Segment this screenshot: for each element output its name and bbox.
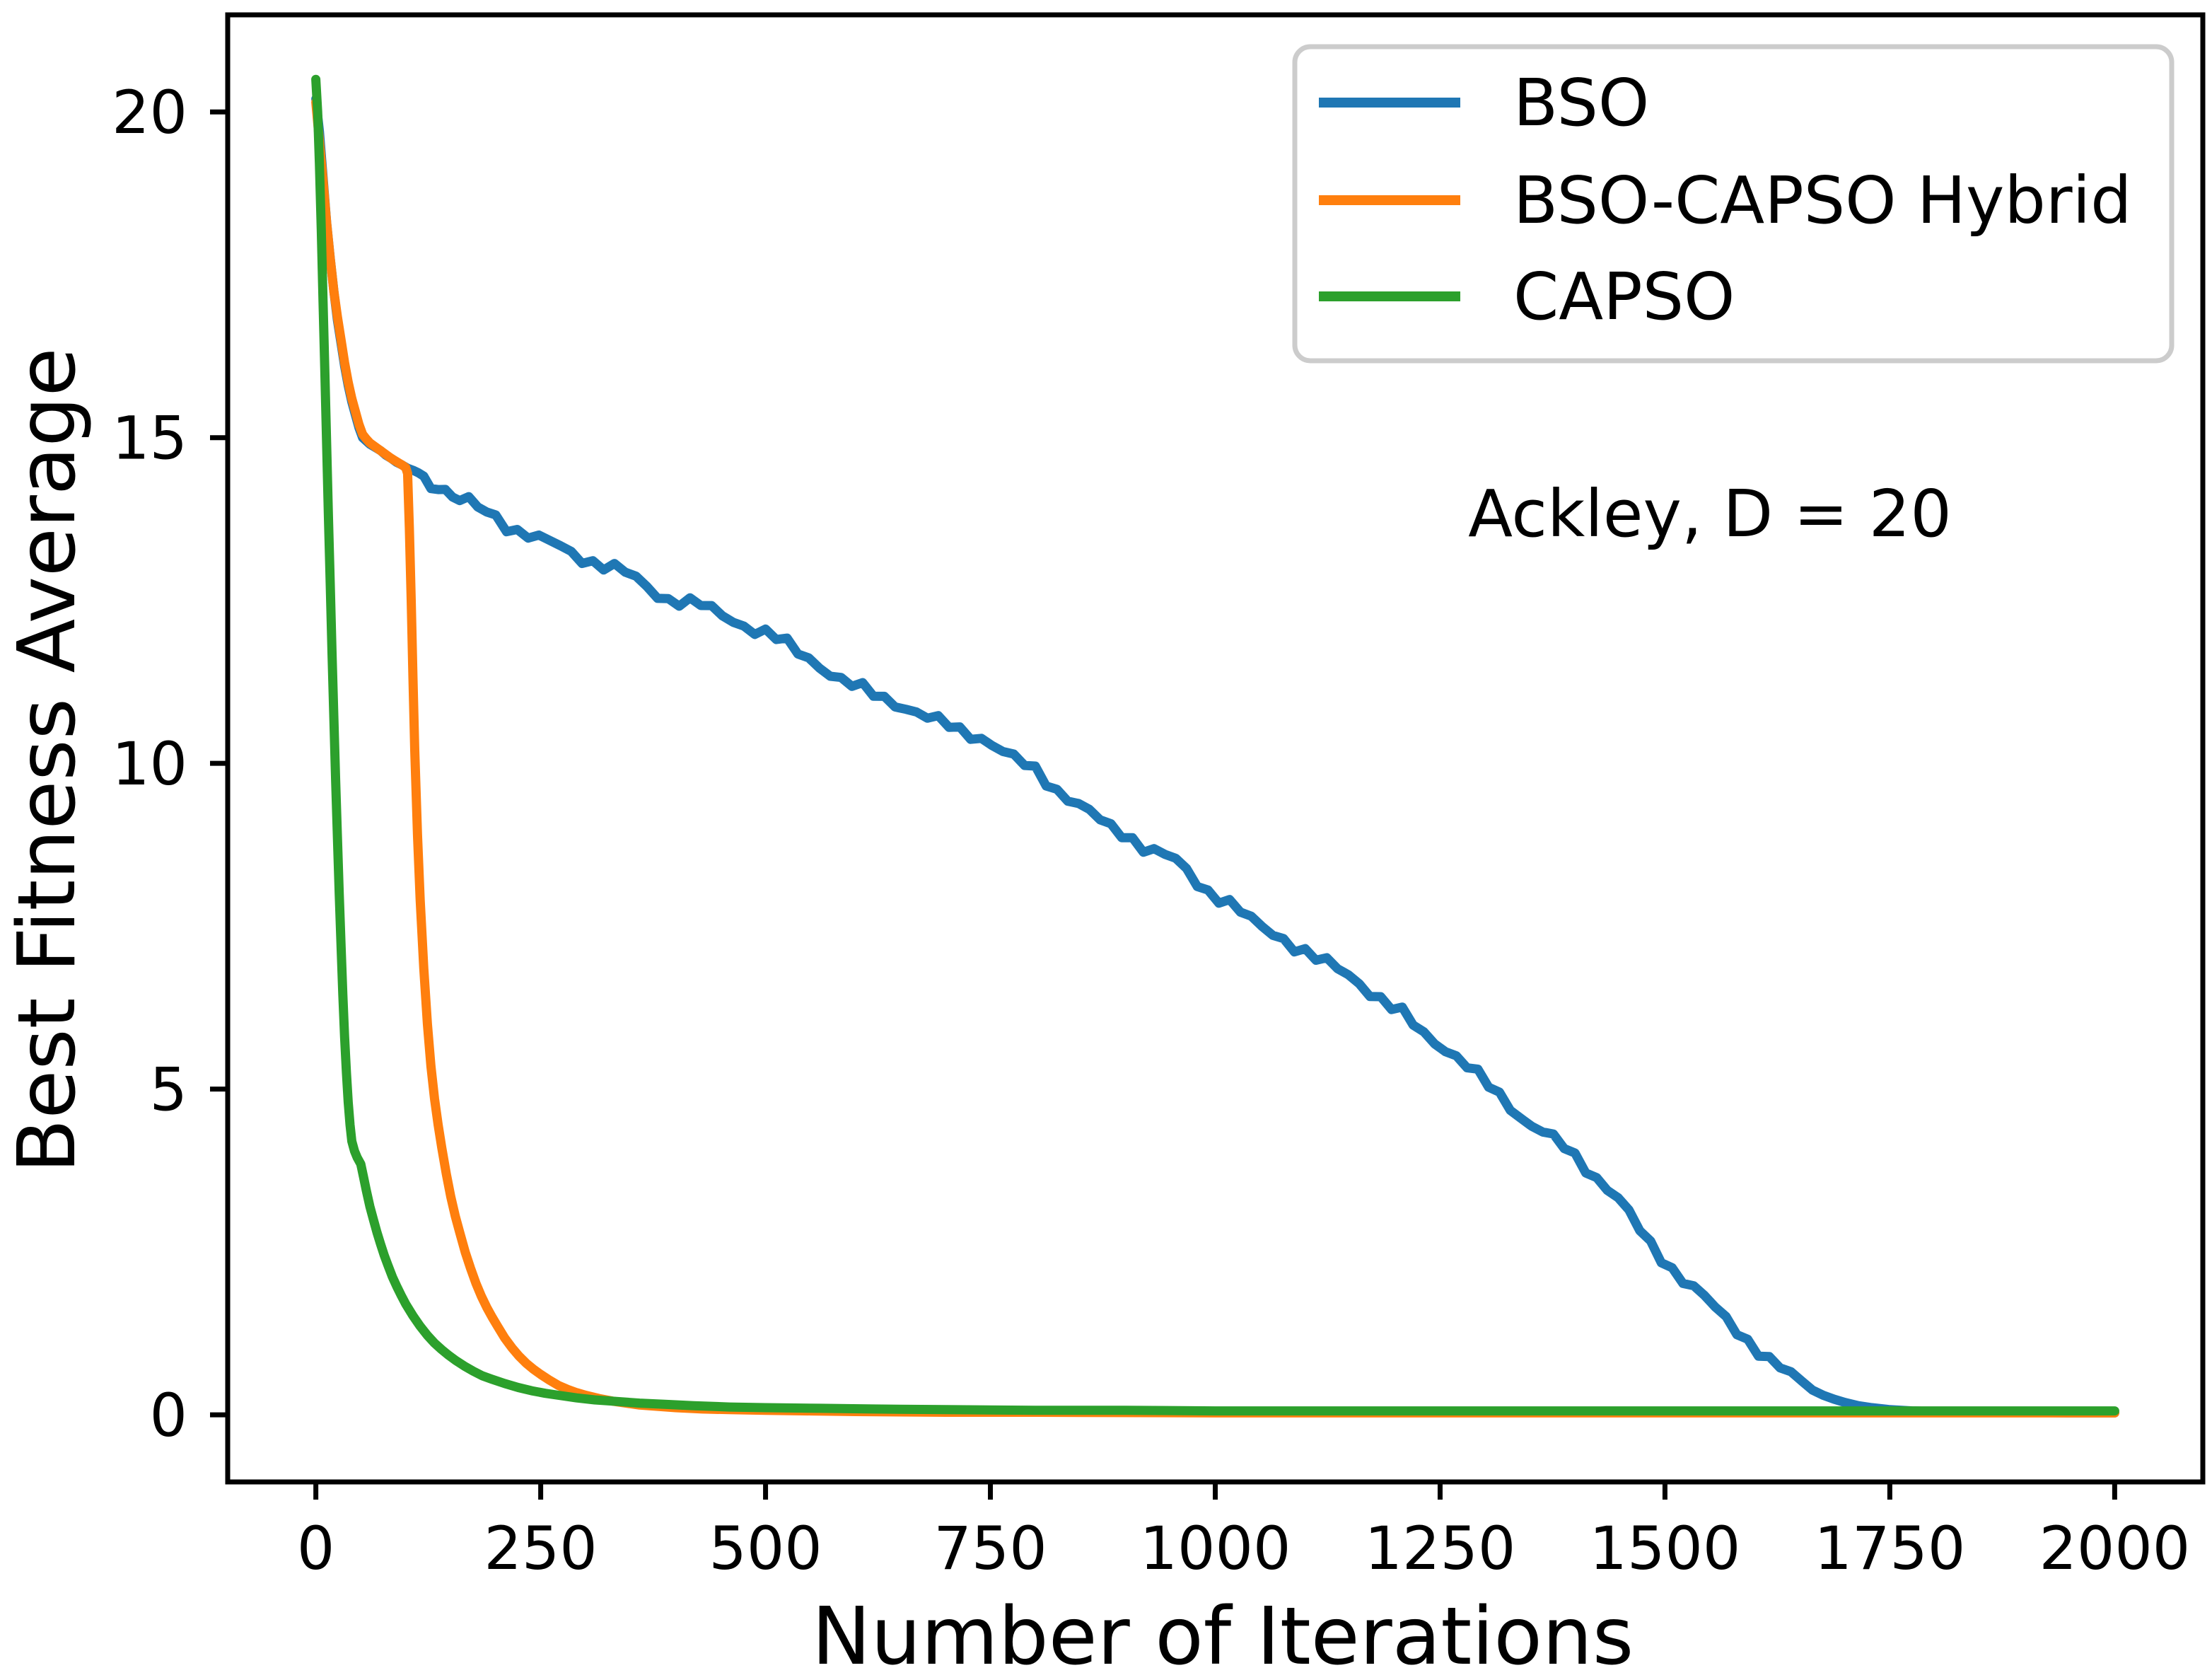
- x-tick-label: 0: [297, 1514, 334, 1583]
- legend-box: [1292, 44, 2175, 364]
- x-tick-label: 500: [709, 1514, 822, 1583]
- x-tick-label: 1500: [1590, 1514, 1741, 1583]
- x-tick-label: 250: [484, 1514, 597, 1583]
- x-tick-label: 1750: [1815, 1514, 1966, 1583]
- y-tick-label: 20: [112, 78, 187, 147]
- x-tick-label: 1250: [1365, 1514, 1516, 1583]
- legend-entries: BSO BSO-CAPSO Hybrid CAPSO: [1319, 65, 2132, 335]
- series-line-bso: [311, 94, 2119, 1418]
- x-tick-label: 1000: [1140, 1514, 1291, 1583]
- y-axis-label: Best Fitness Average: [1, 347, 93, 1173]
- x-tick-label: 750: [933, 1514, 1047, 1583]
- legend-label: BSO: [1513, 65, 1649, 141]
- y-tick-label: 5: [150, 1055, 187, 1125]
- x-tick-label: 2000: [2039, 1514, 2190, 1583]
- legend-label: CAPSO: [1513, 259, 1735, 335]
- x-axis-ticks: 0 250 500 750 1000 1250 1500 1750 2000: [297, 1482, 2190, 1583]
- series-line-capso: [311, 74, 2119, 1416]
- y-tick-label: 10: [112, 729, 187, 799]
- plot-series: [311, 74, 2119, 1418]
- y-axis-ticks: 0 5 10 15 20: [112, 78, 228, 1450]
- y-tick-label: 0: [150, 1381, 187, 1450]
- legend-label: BSO-CAPSO Hybrid: [1513, 163, 2132, 238]
- x-axis-label: Number of Iterations: [812, 1591, 1634, 1680]
- plot-annotation: Ackley, D = 20: [1468, 476, 1952, 552]
- legend: BSO BSO-CAPSO Hybrid CAPSO: [1292, 44, 2175, 364]
- y-tick-label: 15: [112, 404, 187, 473]
